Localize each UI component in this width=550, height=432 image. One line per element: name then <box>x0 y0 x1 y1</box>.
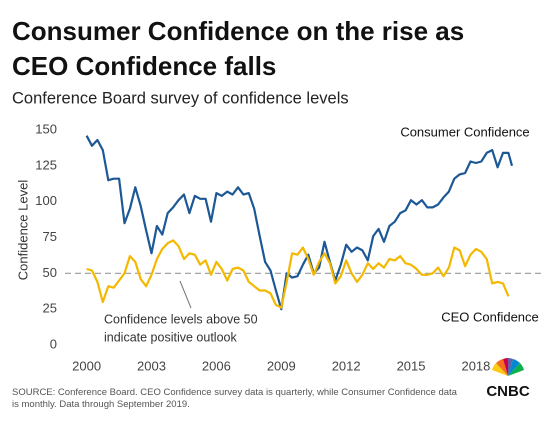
chart-subtitle: Conference Board survey of confidence le… <box>12 89 349 107</box>
data-line <box>85 135 514 311</box>
chart-title: CEO Confidence falls <box>12 51 276 81</box>
annotation: indicate positive outlook <box>104 330 237 344</box>
x-tick-label: 2003 <box>137 358 166 373</box>
chart-title: Consumer Confidence on the rise as <box>12 16 464 46</box>
y-tick-label: 50 <box>43 265 57 280</box>
annotation: Confidence levels above 50 <box>104 312 258 326</box>
data-line <box>86 239 510 309</box>
y-axis-label: Confidence Level <box>15 180 30 281</box>
x-tick-label: 2009 <box>267 358 296 373</box>
y-tick-label: 125 <box>35 157 57 172</box>
x-tick-label: 2012 <box>332 358 361 373</box>
logo-text: CNBC <box>486 383 529 400</box>
x-tick-label: 2018 <box>461 358 490 373</box>
logo-mark <box>492 358 524 376</box>
series-label: CEO Confidence <box>441 309 539 324</box>
x-tick-label: 2000 <box>72 358 101 373</box>
source-note: SOURCE: Conference Board. CEO Confidence… <box>12 387 457 410</box>
series-label: Consumer Confidence <box>400 124 529 139</box>
x-tick-label: 2006 <box>202 358 231 373</box>
y-tick-label: 25 <box>43 301 57 316</box>
annotation-leader <box>179 280 192 309</box>
y-tick-label: 150 <box>35 121 57 136</box>
y-tick-label: 100 <box>35 193 57 208</box>
logo: CNBC <box>486 358 530 400</box>
x-tick-label: 2015 <box>397 358 426 373</box>
y-tick-label: 0 <box>50 336 57 351</box>
y-tick-label: 75 <box>43 229 57 244</box>
